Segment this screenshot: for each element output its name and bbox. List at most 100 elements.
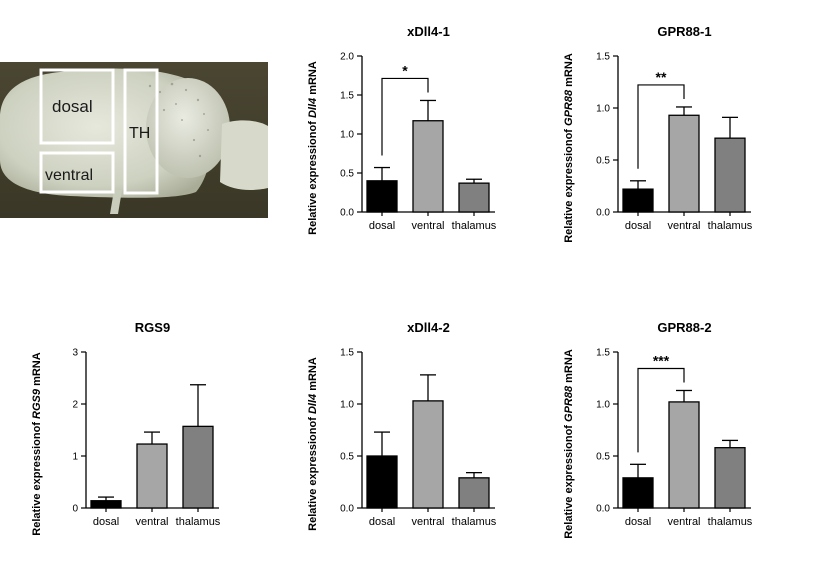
bar-ventral <box>136 443 168 509</box>
chart-title: GPR88-1 <box>657 24 711 39</box>
y-tick-label: 3 <box>72 348 78 359</box>
y-tick-label: 0.5 <box>340 169 354 180</box>
significance-label: * <box>402 62 408 78</box>
y-tick-label: 0.0 <box>340 504 354 515</box>
bar-ventral <box>412 400 444 509</box>
y-tick-label: 1.5 <box>596 52 610 63</box>
brain-photo: dosal ventral TH <box>0 62 268 218</box>
y-tick-label: 0 <box>72 504 78 515</box>
significance-label: *** <box>653 352 670 368</box>
y-tick-label: 0.0 <box>340 208 354 219</box>
y-tick-label: 1.0 <box>340 130 354 141</box>
brain-lobe <box>146 78 230 178</box>
bar-dosal <box>366 455 398 509</box>
significance-bracket <box>637 367 685 453</box>
bar-ventral <box>412 120 444 213</box>
category-label-thalamus: thalamus <box>708 220 753 232</box>
y-axis-label: Relative expressionof Dll4 mRNA <box>307 61 319 235</box>
y-tick-label: 1 <box>72 452 78 463</box>
th-region-box <box>123 68 159 195</box>
y-axis-label-gene: GPR88 <box>563 385 575 422</box>
y-axis-label-prefix: Relative expressionof <box>31 419 43 536</box>
brain-stem <box>220 120 268 190</box>
y-axis-label-suffix: mRNA <box>307 357 319 394</box>
category-label-thalamus: thalamus <box>452 516 497 528</box>
y-axis-label-suffix: mRNA <box>307 61 319 98</box>
region-label-ventral: ventral <box>45 167 93 184</box>
bar-dosal <box>622 188 654 213</box>
category-label-dosal: dosal <box>93 516 119 528</box>
region-label-dosal: dosal <box>52 97 93 116</box>
bar-thalamus <box>458 477 490 509</box>
y-axis-label-suffix: mRNA <box>31 352 43 389</box>
y-tick-label: 0.0 <box>596 208 610 219</box>
category-label-thalamus: thalamus <box>452 220 497 232</box>
y-tick-label: 0.0 <box>596 504 610 515</box>
chart-title: xDll4-1 <box>407 24 450 39</box>
y-tick-label: 2.0 <box>340 52 354 63</box>
y-axis-label-suffix: mRNA <box>563 349 575 386</box>
bar-dosal <box>366 180 398 213</box>
y-tick-label: 1.5 <box>340 348 354 359</box>
category-label-ventral: ventral <box>411 220 444 232</box>
y-tick-label: 0.5 <box>340 452 354 463</box>
y-axis-label: Relative expressionof RGS9 mRNA <box>31 352 43 535</box>
y-axis-label-gene: Dll4 <box>307 394 319 414</box>
bar-ventral <box>668 114 700 213</box>
category-label-ventral: ventral <box>411 516 444 528</box>
brain-stalk <box>110 190 122 214</box>
category-label-ventral: ventral <box>135 516 168 528</box>
significance-bracket <box>637 84 685 169</box>
bar-thalamus <box>714 137 746 213</box>
dosal-region-box <box>39 68 115 145</box>
category-label-dosal: dosal <box>369 220 395 232</box>
y-tick-label: 1.0 <box>340 400 354 411</box>
bar-dosal <box>622 477 654 509</box>
bar-thalamus <box>182 425 214 509</box>
category-label-dosal: dosal <box>625 516 651 528</box>
chart-title: xDll4-2 <box>407 320 450 335</box>
y-tick-label: 1.0 <box>596 400 610 411</box>
bar-thalamus <box>458 182 490 213</box>
category-label-thalamus: thalamus <box>708 516 753 528</box>
y-axis-label-prefix: Relative expressionof <box>307 414 319 531</box>
ventral-region-box <box>39 151 115 194</box>
bar-thalamus <box>714 447 746 509</box>
category-label-thalamus: thalamus <box>176 516 221 528</box>
chart-2: GPR88-1 Relative expressionof GPR88 mRNA 0… <box>563 24 753 243</box>
y-axis-label-gene: RGS9 <box>31 388 43 419</box>
bar-dosal <box>90 500 122 509</box>
brain-texture <box>148 82 209 158</box>
category-label-ventral: ventral <box>667 220 700 232</box>
chart-title: RGS9 <box>135 320 170 335</box>
y-axis-label-suffix: mRNA <box>563 53 575 90</box>
chart-5: GPR88-2 Relative expressionof GPR88 mRNA 0… <box>563 320 753 539</box>
significance-bracket <box>381 77 429 156</box>
y-axis-label-gene: GPR88 <box>563 89 575 126</box>
y-tick-label: 2 <box>72 400 78 411</box>
y-tick-label: 0.5 <box>596 452 610 463</box>
y-axis-label-prefix: Relative expressionof <box>307 118 319 235</box>
y-tick-label: 1.5 <box>596 348 610 359</box>
significance-label: ** <box>656 69 667 85</box>
chart-title: GPR88-2 <box>657 320 711 335</box>
y-axis-label: Relative expressionof GPR88 mRNA <box>563 349 575 539</box>
charts: xDll4-1 Relative expressionof Dll4 mRNA 0.… <box>31 24 753 539</box>
category-label-dosal: dosal <box>625 220 651 232</box>
y-axis-label: Relative expressionof Dll4 mRNA <box>307 357 319 531</box>
category-label-ventral: ventral <box>667 516 700 528</box>
y-axis-label-prefix: Relative expressionof <box>563 422 575 539</box>
y-tick-label: 1.5 <box>340 91 354 102</box>
chart-1: xDll4-1 Relative expressionof Dll4 mRNA 0.… <box>307 24 497 235</box>
chart-4: xDll4-2 Relative expressionof Dll4 mRNA 0.… <box>307 320 497 531</box>
category-label-dosal: dosal <box>369 516 395 528</box>
y-tick-label: 0.5 <box>596 156 610 167</box>
y-tick-label: 1.0 <box>596 104 610 115</box>
y-axis-label-gene: Dll4 <box>307 98 319 118</box>
y-axis-label: Relative expressionof GPR88 mRNA <box>563 53 575 243</box>
region-label-th: TH <box>129 125 150 142</box>
y-axis-label-prefix: Relative expressionof <box>563 126 575 243</box>
bar-ventral <box>668 401 700 509</box>
